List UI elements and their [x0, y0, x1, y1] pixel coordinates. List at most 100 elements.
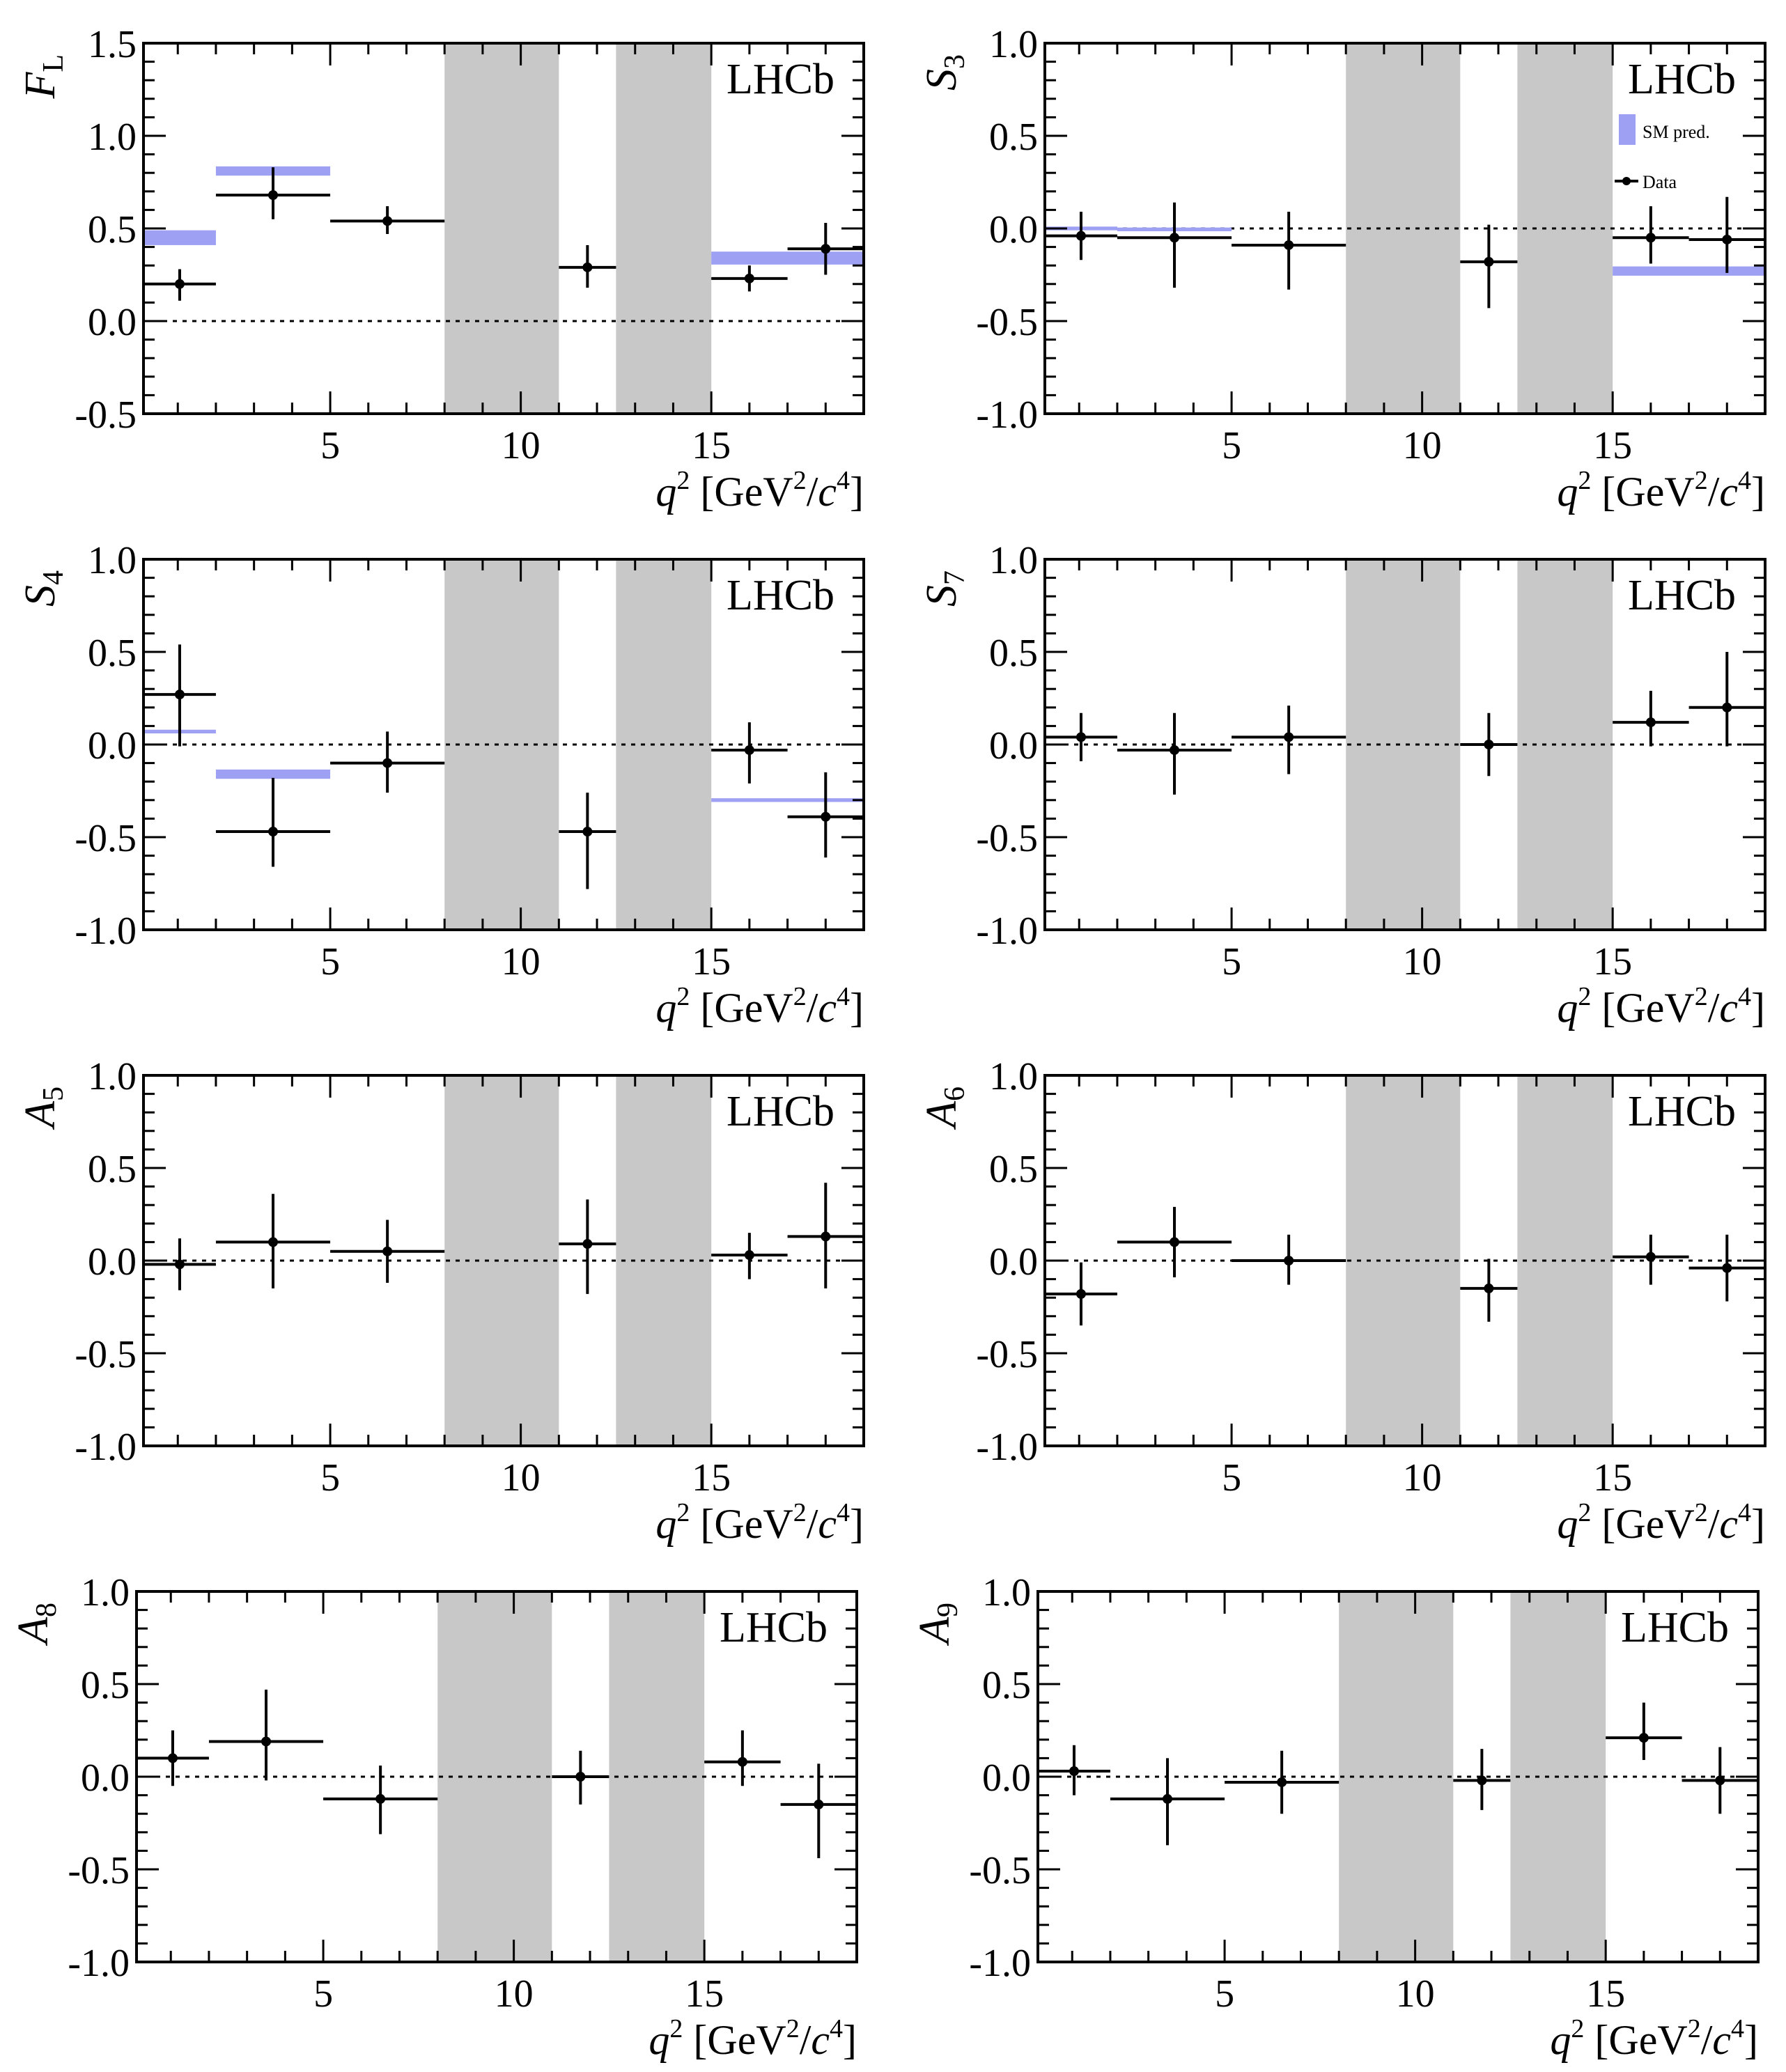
y-axis-label: FL [17, 54, 70, 100]
y-tick-label: 1.0 [989, 23, 1038, 66]
veto-band [1346, 43, 1461, 414]
experiment-label: LHCb [727, 572, 834, 619]
y-tick-label: 0.5 [81, 1664, 130, 1707]
data-marker [167, 1753, 178, 1763]
y-axis-label: S3 [918, 54, 971, 91]
sm-prediction-band [711, 798, 864, 802]
x-label-unit: [GeV [690, 985, 793, 1031]
veto-band [616, 43, 712, 414]
x-tick-label: 5 [1222, 940, 1241, 983]
data-marker [382, 216, 393, 226]
data-marker [744, 745, 754, 755]
data-point [711, 265, 788, 292]
x-label-unit: [GeV [1584, 2017, 1687, 2063]
data-point [1045, 212, 1117, 260]
x-tick-label: 10 [502, 424, 541, 467]
x-label-c-power: 4 [1738, 466, 1751, 495]
x-tick-label: 5 [320, 424, 340, 467]
data-point [1117, 1206, 1232, 1277]
x-label-unit-power: 2 [786, 2014, 800, 2043]
experiment-label: LHCb [1628, 1088, 1736, 1135]
data-point [1613, 690, 1689, 747]
x-label-unit-power: 2 [1695, 982, 1708, 1011]
y-tick-label: 0.0 [989, 208, 1038, 251]
y-tick-label: -1.0 [68, 1942, 130, 1985]
y-tick-label: -1.0 [75, 1426, 137, 1469]
x-tick-label: 5 [1215, 1972, 1234, 2016]
x-label-close: ] [850, 985, 864, 1031]
veto-band [1346, 1075, 1461, 1446]
x-axis-label: q2 [GeV2/c4] [1557, 982, 1765, 1031]
experiment-label: LHCb [1628, 56, 1736, 103]
data-marker [174, 690, 185, 700]
legend-sm-swatch [1619, 114, 1636, 145]
y-tick-label: 0.0 [81, 1756, 130, 1800]
veto-band [444, 1075, 559, 1446]
x-tick-label: 10 [1396, 1972, 1435, 2016]
data-point [215, 1194, 331, 1288]
data-marker [744, 1250, 754, 1261]
y-axis-label: S4 [17, 570, 70, 607]
x-label-var: q [655, 469, 676, 515]
y-tick-label: 0.5 [88, 208, 137, 251]
x-axis-label: q2 [GeV2/c4] [1557, 466, 1765, 515]
data-point [143, 1238, 216, 1291]
data-point [1613, 1234, 1689, 1285]
x-label-var: q [1557, 1501, 1578, 1547]
x-label-unit: [GeV [1591, 469, 1694, 515]
data-point [1688, 652, 1765, 747]
data-marker [1638, 1733, 1649, 1743]
x-label-close: ] [1744, 2017, 1758, 2063]
x-label-power: 2 [676, 1498, 690, 1527]
x-axis-label: q2 [GeV2/c4] [1557, 1498, 1765, 1547]
data-marker [375, 1793, 386, 1804]
data-marker [1645, 717, 1656, 728]
y-tick-label: -0.5 [976, 1333, 1038, 1376]
y-axis-label: A5 [17, 1086, 70, 1130]
x-label-c-power: 4 [1738, 982, 1751, 1011]
x-axis-label: q2 [GeV2/c4] [649, 2014, 857, 2063]
y-tick-label: -0.5 [68, 1849, 130, 1892]
data-point [330, 1220, 445, 1283]
data-point [137, 1730, 209, 1786]
x-label-close: ] [1751, 1501, 1765, 1547]
x-tick-label: 15 [692, 940, 731, 983]
data-point [787, 772, 864, 858]
data-marker [1163, 1793, 1173, 1804]
data-point [711, 1233, 788, 1279]
y-tick-label: -0.5 [969, 1849, 1031, 1892]
data-point [143, 269, 216, 301]
data-marker [1645, 233, 1656, 243]
y-axis-label-main: A [10, 1617, 57, 1646]
x-label-close: ] [843, 2017, 857, 2063]
x-tick-label: 5 [1222, 424, 1241, 467]
x-axis-label: q2 [GeV2/c4] [655, 982, 864, 1031]
y-tick-label: 1.0 [88, 539, 137, 582]
y-tick-label: 0.0 [989, 1240, 1038, 1284]
x-label-unit-power: 2 [793, 466, 807, 495]
x-label-var: q [655, 1501, 676, 1547]
x-label-slash: / [1708, 1501, 1720, 1547]
x-label-close: ] [850, 1501, 864, 1547]
data-marker [268, 827, 279, 837]
x-label-c: c [1719, 1501, 1738, 1547]
x-label-slash: / [807, 1501, 818, 1547]
experiment-label: LHCb [727, 1088, 834, 1135]
y-tick-label: -0.5 [75, 1333, 137, 1376]
x-label-c: c [818, 985, 837, 1031]
data-point [215, 777, 331, 867]
experiment-label: LHCb [727, 56, 834, 103]
y-tick-label: -0.5 [75, 394, 137, 437]
data-marker [1722, 1263, 1732, 1273]
x-label-power: 2 [1578, 982, 1591, 1011]
data-marker [1484, 740, 1494, 749]
data-marker [575, 1772, 586, 1782]
x-label-var: q [1557, 469, 1578, 515]
data-point [1110, 1758, 1225, 1846]
veto-band [437, 1591, 552, 1962]
x-label-unit-power: 2 [1695, 1498, 1708, 1527]
y-tick-label: -0.5 [976, 301, 1038, 344]
x-label-power: 2 [676, 982, 690, 1011]
x-label-power: 2 [669, 2014, 683, 2043]
